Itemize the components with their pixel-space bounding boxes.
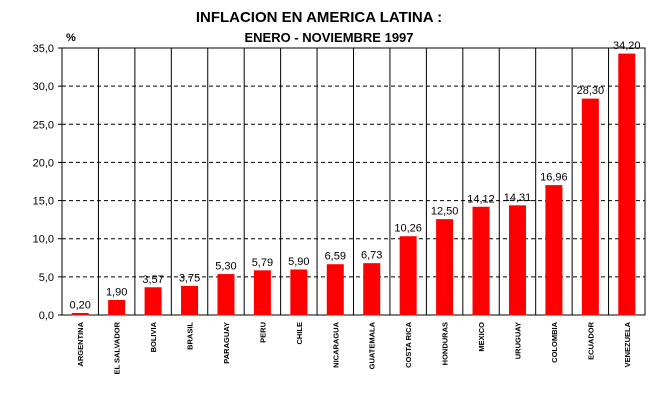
bar	[253, 270, 271, 316]
bar-value-label: 10,26	[394, 223, 422, 235]
y-tick-label: 10,0	[33, 234, 54, 246]
y-tick-label: 5,0	[39, 272, 54, 284]
category-label: CHILE	[295, 322, 304, 345]
bar	[71, 312, 89, 316]
bar-value-label: 12,50	[431, 206, 459, 218]
bar	[326, 264, 344, 316]
category-label: BRASIL	[186, 322, 195, 350]
category-label: ECUADOR	[586, 321, 595, 360]
bar	[363, 263, 381, 316]
bar-value-label: 34,20	[613, 40, 641, 52]
bar-value-label: 28,30	[577, 85, 605, 97]
bar-value-label: 6,59	[325, 251, 346, 263]
bar-value-label: 16,96	[540, 172, 568, 184]
category-label: PARAGUAY	[222, 322, 231, 364]
category-label: ARGENTINA	[76, 321, 85, 366]
bar	[144, 287, 162, 316]
category-label: HONDURAS	[441, 322, 450, 365]
bar-value-label: 3,75	[179, 272, 200, 284]
bar-value-label: 5,90	[288, 256, 309, 268]
bar	[217, 274, 235, 316]
bar	[618, 53, 636, 316]
bar-value-label: 3,57	[142, 274, 163, 286]
bar-value-label: 5,30	[215, 261, 236, 273]
bar-value-label: 1,90	[106, 287, 127, 299]
y-tick-label: 20,0	[33, 157, 54, 169]
category-label: PERU	[258, 322, 267, 343]
category-label: BOLIVIA	[149, 321, 158, 352]
category-label: NICARAGUA	[331, 321, 340, 367]
category-label: EL SALVADOR	[113, 321, 122, 374]
bar-value-label: 14,12	[467, 193, 495, 205]
category-label: COLOMBIA	[550, 321, 559, 362]
chart-title: INFLACION EN AMERICA LATINA :	[195, 9, 443, 26]
bar	[290, 269, 308, 316]
bar	[472, 206, 490, 316]
category-label: COSTA RICA	[404, 321, 413, 367]
category-label: URUGUAY	[513, 322, 522, 359]
bar	[545, 185, 563, 316]
chart-subtitle: ENERO - NOVIEMBRE 1997	[244, 30, 414, 45]
bar	[108, 300, 126, 316]
y-tick-label: 15,0	[33, 196, 54, 208]
y-tick-label: 30,0	[33, 81, 54, 93]
category-label: GUATEMALA	[368, 321, 377, 369]
bar	[508, 205, 526, 316]
category-label: VENEZUELA	[623, 321, 632, 367]
bar-value-label: 14,31	[504, 192, 532, 204]
y-tick-label: 0,0	[39, 310, 54, 322]
bar	[399, 236, 417, 316]
y-tick-label: 35,0	[33, 43, 54, 55]
category-label: MEXICO	[477, 322, 486, 352]
bar	[181, 285, 199, 316]
bar	[436, 219, 454, 316]
bar-value-label: 6,73	[361, 250, 382, 262]
y-tick-label: 25,0	[33, 119, 54, 131]
y-axis-label: %	[66, 32, 76, 44]
bar	[581, 98, 599, 316]
bar-value-label: 0,20	[70, 299, 91, 311]
bar-value-label: 5,79	[252, 257, 273, 269]
